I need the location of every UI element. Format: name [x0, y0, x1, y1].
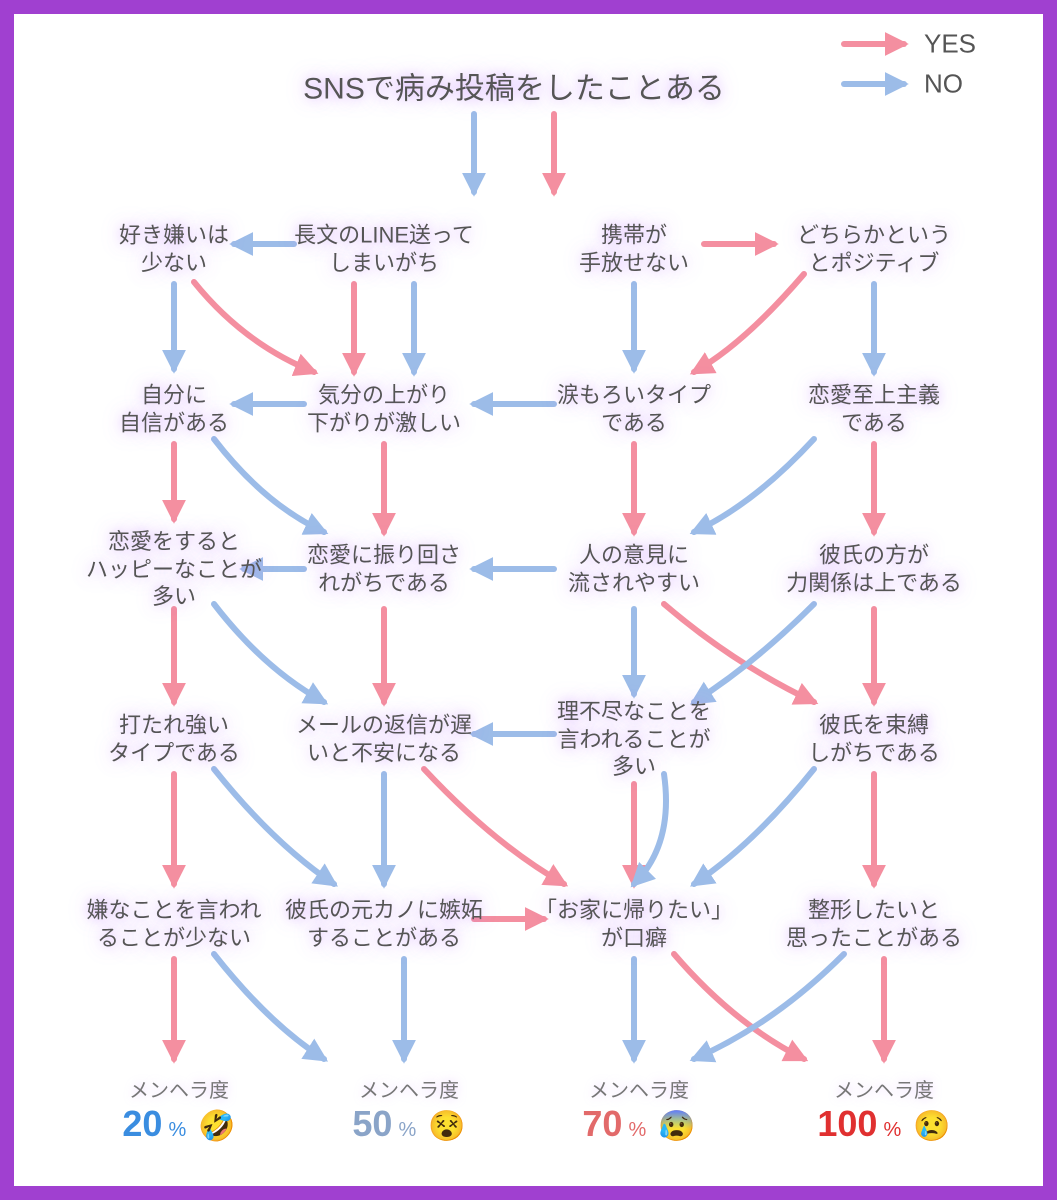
flow-node: 彼氏を束縛 しがちである [808, 712, 940, 767]
flow-node: 理不尽なことを 言われることが 多い [557, 698, 711, 781]
result-node: メンヘラ度100% 😢 [817, 1074, 950, 1145]
flow-node: 長文のLINE送って しまいがち [294, 222, 474, 277]
yes-arrow [194, 282, 314, 372]
flow-node: 気分の上がり 下がりが激しい [307, 382, 461, 437]
flowchart-frame: SNSで病み投稿をしたことある 好き嫌いは 少ない 長文のLINE送って しまいが… [0, 0, 1057, 1200]
result-suffix: % [628, 1119, 646, 1142]
flow-node: 携帯が 手放せない [579, 222, 689, 277]
legend-no-label: NO [924, 69, 963, 100]
flow-node: 嫌なことを言われ ることが少ない [87, 897, 262, 952]
flow-node: 彼氏の方が 力関係は上である [786, 542, 962, 597]
result-emoji: 😵 [428, 1109, 465, 1144]
flow-node: 自分に 自信がある [119, 382, 229, 437]
result-suffix: % [883, 1119, 901, 1142]
no-arrow [634, 774, 666, 884]
result-label: メンヘラ度 [582, 1074, 695, 1103]
no-arrow [214, 769, 334, 884]
flow-node: 涙もろいタイプ である [557, 382, 711, 437]
no-arrow [214, 439, 324, 532]
flow-node: 恋愛に振り回さ れがちである [307, 542, 461, 597]
result-suffix: % [168, 1119, 186, 1142]
legend-yes-label: YES [924, 29, 976, 60]
yes-arrow [424, 769, 564, 884]
flow-node: 人の意見に 流されやすい [568, 542, 700, 597]
no-arrow [694, 954, 844, 1059]
yes-arrow [694, 274, 804, 372]
result-label: メンヘラ度 [817, 1074, 950, 1103]
no-arrow [214, 954, 324, 1059]
result-label: メンヘラ度 [352, 1074, 465, 1103]
title-node: SNSで病み投稿をしたことある [303, 70, 725, 108]
flow-node: 好き嫌いは 少ない [119, 222, 229, 277]
yes-arrow [664, 604, 814, 702]
result-node: メンヘラ度20% 🤣 [122, 1074, 235, 1145]
result-emoji: 😰 [658, 1109, 695, 1144]
result-emoji: 🤣 [198, 1109, 235, 1144]
result-value: 50 [352, 1103, 392, 1145]
flow-node: 打たれ強い タイプである [108, 712, 240, 767]
no-arrow [694, 604, 814, 702]
no-arrow [214, 604, 324, 702]
flow-node: どちらかという とポジティブ [797, 222, 951, 277]
flow-node: メールの返信が遅 いと不安になる [296, 712, 472, 767]
result-suffix: % [398, 1119, 416, 1142]
result-node: メンヘラ度70% 😰 [582, 1074, 695, 1145]
result-emoji: 😢 [913, 1109, 950, 1144]
result-value: 70 [582, 1103, 622, 1145]
result-value: 100 [817, 1103, 877, 1145]
flow-node: 彼氏の元カノに嫉妬 することがある [285, 897, 483, 952]
flow-node: 「お家に帰りたい」 が口癖 [535, 897, 733, 952]
no-arrow [694, 769, 814, 884]
result-node: メンヘラ度50% 😵 [352, 1074, 465, 1145]
flow-node: 恋愛至上主義 である [808, 382, 940, 437]
flow-node: 恋愛をすると ハッピーなことが 多い [86, 528, 262, 611]
result-value: 20 [122, 1103, 162, 1145]
no-arrow [694, 439, 814, 532]
flow-node: 整形したいと 思ったことがある [786, 897, 962, 952]
result-label: メンヘラ度 [122, 1074, 235, 1103]
